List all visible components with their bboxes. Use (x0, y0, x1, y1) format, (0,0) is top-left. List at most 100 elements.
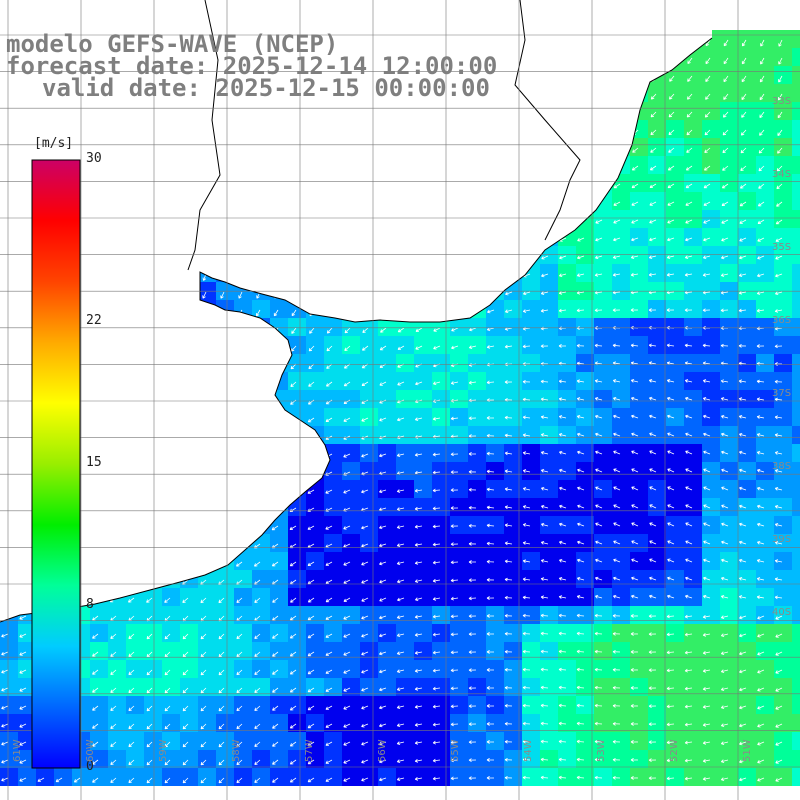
wind-cell (540, 408, 558, 426)
wind-arrow (146, 741, 153, 748)
wind-arrow (19, 777, 27, 782)
wind-cell (432, 462, 450, 480)
wind-arrow (109, 399, 117, 405)
wind-arrow (37, 777, 45, 782)
wind-cell (108, 696, 126, 714)
wind-arrow (95, 165, 100, 174)
wind-arrow (364, 219, 369, 227)
wind-cell (468, 426, 486, 444)
wind-cell (666, 192, 684, 210)
wind-arrow (220, 255, 225, 264)
wind-arrow (384, 75, 389, 84)
wind-arrow (648, 776, 657, 781)
wind-arrow (649, 504, 657, 509)
wind-arrow (468, 523, 477, 528)
wind-cell (774, 120, 792, 138)
wind-cell (720, 210, 738, 228)
latitude-label: 35S (772, 242, 792, 253)
wind-arrow (739, 651, 747, 656)
wind-arrow (540, 577, 549, 581)
wind-arrow (343, 561, 351, 566)
wind-arrow (396, 579, 405, 584)
wind-arrow (650, 129, 657, 136)
wind-arrow (667, 396, 675, 401)
wind-arrow (649, 237, 657, 242)
wind-arrow (401, 93, 406, 102)
wind-cell (126, 660, 144, 678)
wind-arrow (257, 237, 261, 246)
wind-cell (234, 624, 252, 642)
wind-cell (450, 498, 468, 516)
wind-arrow (313, 57, 318, 65)
wind-cell (774, 768, 792, 786)
wind-arrow (504, 667, 513, 672)
wind-arrow (145, 561, 153, 567)
wind-arrow (505, 309, 513, 314)
wind-cell (378, 480, 396, 498)
wind-arrow (450, 488, 459, 492)
wind-arrow (22, 147, 27, 155)
wind-arrow (254, 777, 261, 783)
wind-arrow (112, 237, 117, 245)
wind-arrow (343, 381, 351, 387)
wind-cell (594, 264, 612, 282)
wind-cell (450, 678, 468, 696)
wind-arrow (312, 147, 317, 156)
wind-arrow (325, 687, 333, 692)
wind-arrow (505, 237, 513, 243)
wind-arrow (184, 255, 189, 263)
wind-arrow (684, 272, 693, 277)
wind-cell (720, 408, 738, 426)
wind-arrow (272, 417, 279, 423)
wind-arrow (164, 705, 171, 712)
wind-cell (468, 498, 486, 516)
wind-arrow (0, 524, 9, 529)
wind-cell (774, 264, 792, 282)
wind-cell (774, 624, 792, 642)
wind-arrow (166, 273, 171, 281)
wind-cell (792, 426, 800, 444)
wind-cell (612, 498, 630, 516)
wind-arrow (272, 723, 279, 729)
wind-cell (288, 534, 306, 552)
wind-cell (738, 462, 756, 480)
wind-cell (576, 372, 594, 390)
wind-arrow (578, 165, 585, 171)
wind-arrow (468, 560, 476, 564)
wind-arrow (294, 165, 298, 174)
wind-arrow (437, 93, 441, 102)
wind-cell (738, 48, 756, 66)
wind-arrow (576, 343, 585, 348)
wind-cell (702, 642, 720, 660)
wind-cell (738, 120, 756, 138)
wind-arrow (486, 776, 495, 780)
wind-cell (720, 48, 738, 66)
wind-arrow (361, 615, 369, 620)
wind-cell (396, 480, 414, 498)
wind-arrow (276, 165, 281, 174)
wind-arrow (380, 291, 387, 298)
wind-cell (162, 696, 180, 714)
wind-cell (378, 714, 396, 732)
wind-cell (792, 192, 800, 210)
wind-cell (324, 732, 342, 750)
wind-cell (594, 498, 612, 516)
wind-arrow (576, 397, 585, 401)
wind-arrow (702, 273, 711, 277)
wind-cell (792, 570, 800, 588)
wind-arrow (96, 129, 101, 138)
wind-cell (486, 696, 504, 714)
wind-cell (630, 498, 648, 516)
wind-cell (252, 660, 270, 678)
wind-cell (180, 768, 198, 786)
wind-cell (0, 732, 18, 750)
wind-cell (342, 336, 360, 354)
wind-cell (288, 570, 306, 588)
wind-cell (270, 678, 288, 696)
wind-arrow (468, 704, 477, 709)
wind-arrow (128, 381, 135, 387)
wind-cell (756, 174, 774, 192)
wind-arrow (113, 219, 117, 228)
wind-cell (756, 768, 774, 786)
wind-arrow (614, 129, 621, 136)
